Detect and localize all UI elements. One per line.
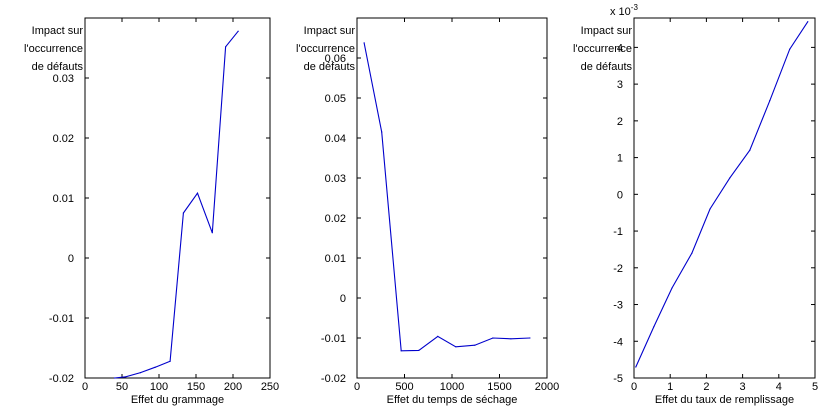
x-tick-label: 500 [395,381,413,393]
y-axis-title-line: de défauts [581,61,633,73]
y-tick-label: 0 [617,189,623,201]
y-exponent-power: -3 [631,3,639,12]
data-point [400,350,402,352]
data-point [709,208,711,210]
data-point [182,212,185,214]
x-tick-label: 1 [667,381,673,393]
data-point [225,46,227,48]
data-point [169,360,171,362]
x-tick-label: 100 [150,381,168,393]
y-tick-label: 0.04 [325,133,346,145]
chart-panel-1: 0 50 100 150 200 250 -0.02 -0.01 0 0.01 0.02 0.03 Im… [24,17,279,406]
x-tick-label: 0 [354,381,360,393]
y-tick-label: -2 [613,263,623,275]
y-axis-title-line: l'occurrence [24,43,83,55]
x-tick-label: 250 [261,381,279,393]
y-tick-label: 1 [617,153,623,165]
x-axis-title: Effet du grammage [131,394,224,406]
data-point [237,30,239,32]
data-point [671,287,673,289]
series-line [114,30,239,379]
x-tick-label: 1000 [440,381,464,393]
y-tick-label: 0.03 [53,73,74,85]
y-exponent-base: x 10 [610,6,631,18]
x-tick-label: 2000 [535,381,559,393]
y-tick-label: 0.02 [53,133,74,145]
series-line [363,42,530,352]
data-point [529,337,531,339]
data-point [691,252,693,254]
data-point [769,100,771,102]
y-tick-label: 0 [68,253,74,265]
series-line [635,21,809,368]
y-tick-label: 4 [617,42,623,54]
y-tick-label: -3 [613,300,623,312]
plot-frame [633,17,816,379]
x-tick-label: 4 [776,381,782,393]
data-point [635,366,637,368]
y-tick-label: 0.06 [325,53,346,65]
plot-frame [356,17,548,379]
y-axis-title-line: de défauts [304,61,356,73]
x-axis-title: Effet du taux de remplissage [655,394,794,406]
data-point [363,42,365,44]
data-point [114,377,116,379]
y-exponent-label: x 10-3 [610,3,638,18]
y-tick-label: -4 [613,336,623,348]
data-point [437,335,439,337]
y-axis-title-line: l'occurrence [573,43,632,55]
y-axis-title-line: Impact sur [581,25,633,37]
y-tick-label: 0.05 [325,93,346,105]
data-point [510,338,512,340]
y-tick-label: 0 [340,293,346,305]
data-point [807,21,809,23]
y-tick-label: 2 [617,116,623,128]
data-point [211,232,213,234]
y-tick-label: -0.01 [321,333,346,345]
y-tick-label: 0.01 [53,193,74,205]
y-tick-label: -0.01 [49,313,74,325]
data-point [139,372,142,374]
y-tick-label: -5 [613,373,623,385]
x-tick-label: 0 [631,381,637,393]
plot-frame [84,17,271,379]
data-point [418,349,420,351]
y-tick-label: 0.03 [325,173,346,185]
data-point [749,149,751,151]
data-point [196,192,199,194]
y-tick-label: 3 [617,79,623,91]
x-tick-label: 150 [187,381,205,393]
y-axis-title-line: Impact sur [304,25,356,37]
chart-panel-3: 0 1 2 3 4 5 -5 -4 -3 -2 -1 0 1 2 3 4 Impact sur l'occurre… [573,3,818,406]
chart-panel-2: 0 500 1000 1500 2000 -0.02 -0.01 0 0.01 0.02 0.03 0… [296,17,559,406]
y-tick-label: -1 [613,226,623,238]
data-point [455,346,457,348]
data-point [789,48,791,50]
x-tick-label: 200 [224,381,242,393]
data-point [474,344,476,346]
y-tick-label: -0.02 [49,373,74,385]
y-axis-title-line: de défauts [32,61,84,73]
data-point [381,131,383,133]
data-point [492,337,494,339]
data-point [729,177,731,179]
x-tick-label: 2 [703,381,709,393]
data-point [653,325,655,328]
x-tick-label: 3 [740,381,746,393]
y-tick-label: 0.02 [325,213,346,225]
data-point [154,366,156,368]
y-tick-label: 0.01 [325,253,346,265]
x-tick-label: 1500 [487,381,511,393]
x-tick-label: 0 [82,381,88,393]
x-tick-label: 50 [116,381,128,393]
y-tick-label: -0.02 [321,373,346,385]
x-tick-label: 5 [812,381,818,393]
x-axis-title: Effet du temps de séchage [387,394,518,406]
data-point [125,376,127,378]
y-axis-title-line: Impact sur [32,25,84,37]
y-axis-title-line: l'occurrence [296,43,355,55]
